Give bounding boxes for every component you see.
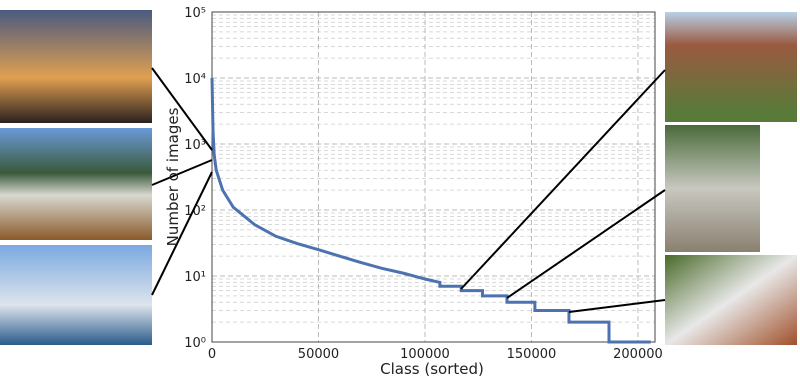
photo — [0, 128, 152, 240]
connector — [151, 171, 213, 296]
photo — [665, 12, 797, 122]
x-tick-label: 200000 — [613, 347, 663, 362]
x-tick-label: 50000 — [298, 347, 339, 362]
y-tick-label: 10⁴ — [184, 72, 206, 87]
connector — [151, 159, 213, 186]
connector — [151, 67, 213, 151]
connector — [460, 69, 666, 290]
y-axis-label: Number of images — [164, 107, 182, 246]
y-tick-label: 10² — [184, 204, 206, 219]
photo — [665, 125, 760, 252]
y-tick-label: 10¹ — [184, 270, 206, 285]
y-tick-label: 10³ — [184, 138, 206, 153]
photo — [0, 10, 152, 123]
connector — [506, 189, 666, 299]
photo — [0, 245, 152, 345]
x-tick-label: 0 — [208, 347, 216, 362]
y-tick-label: 10⁰ — [184, 336, 206, 351]
x-tick-label: 150000 — [507, 347, 557, 362]
photo — [665, 255, 797, 345]
x-tick-label: 100000 — [400, 347, 450, 362]
connector — [568, 299, 666, 313]
axes-frame — [211, 11, 656, 343]
data-line — [210, 77, 651, 344]
plot-area: 10⁰ 10¹ 10² 10³ 10⁴ 10⁵ 0 50000 100000 150000 2000… — [184, 6, 663, 362]
x-axis-label: Class (sorted) — [380, 360, 484, 378]
y-tick-label: 10⁵ — [184, 6, 206, 21]
connectors — [151, 67, 666, 313]
